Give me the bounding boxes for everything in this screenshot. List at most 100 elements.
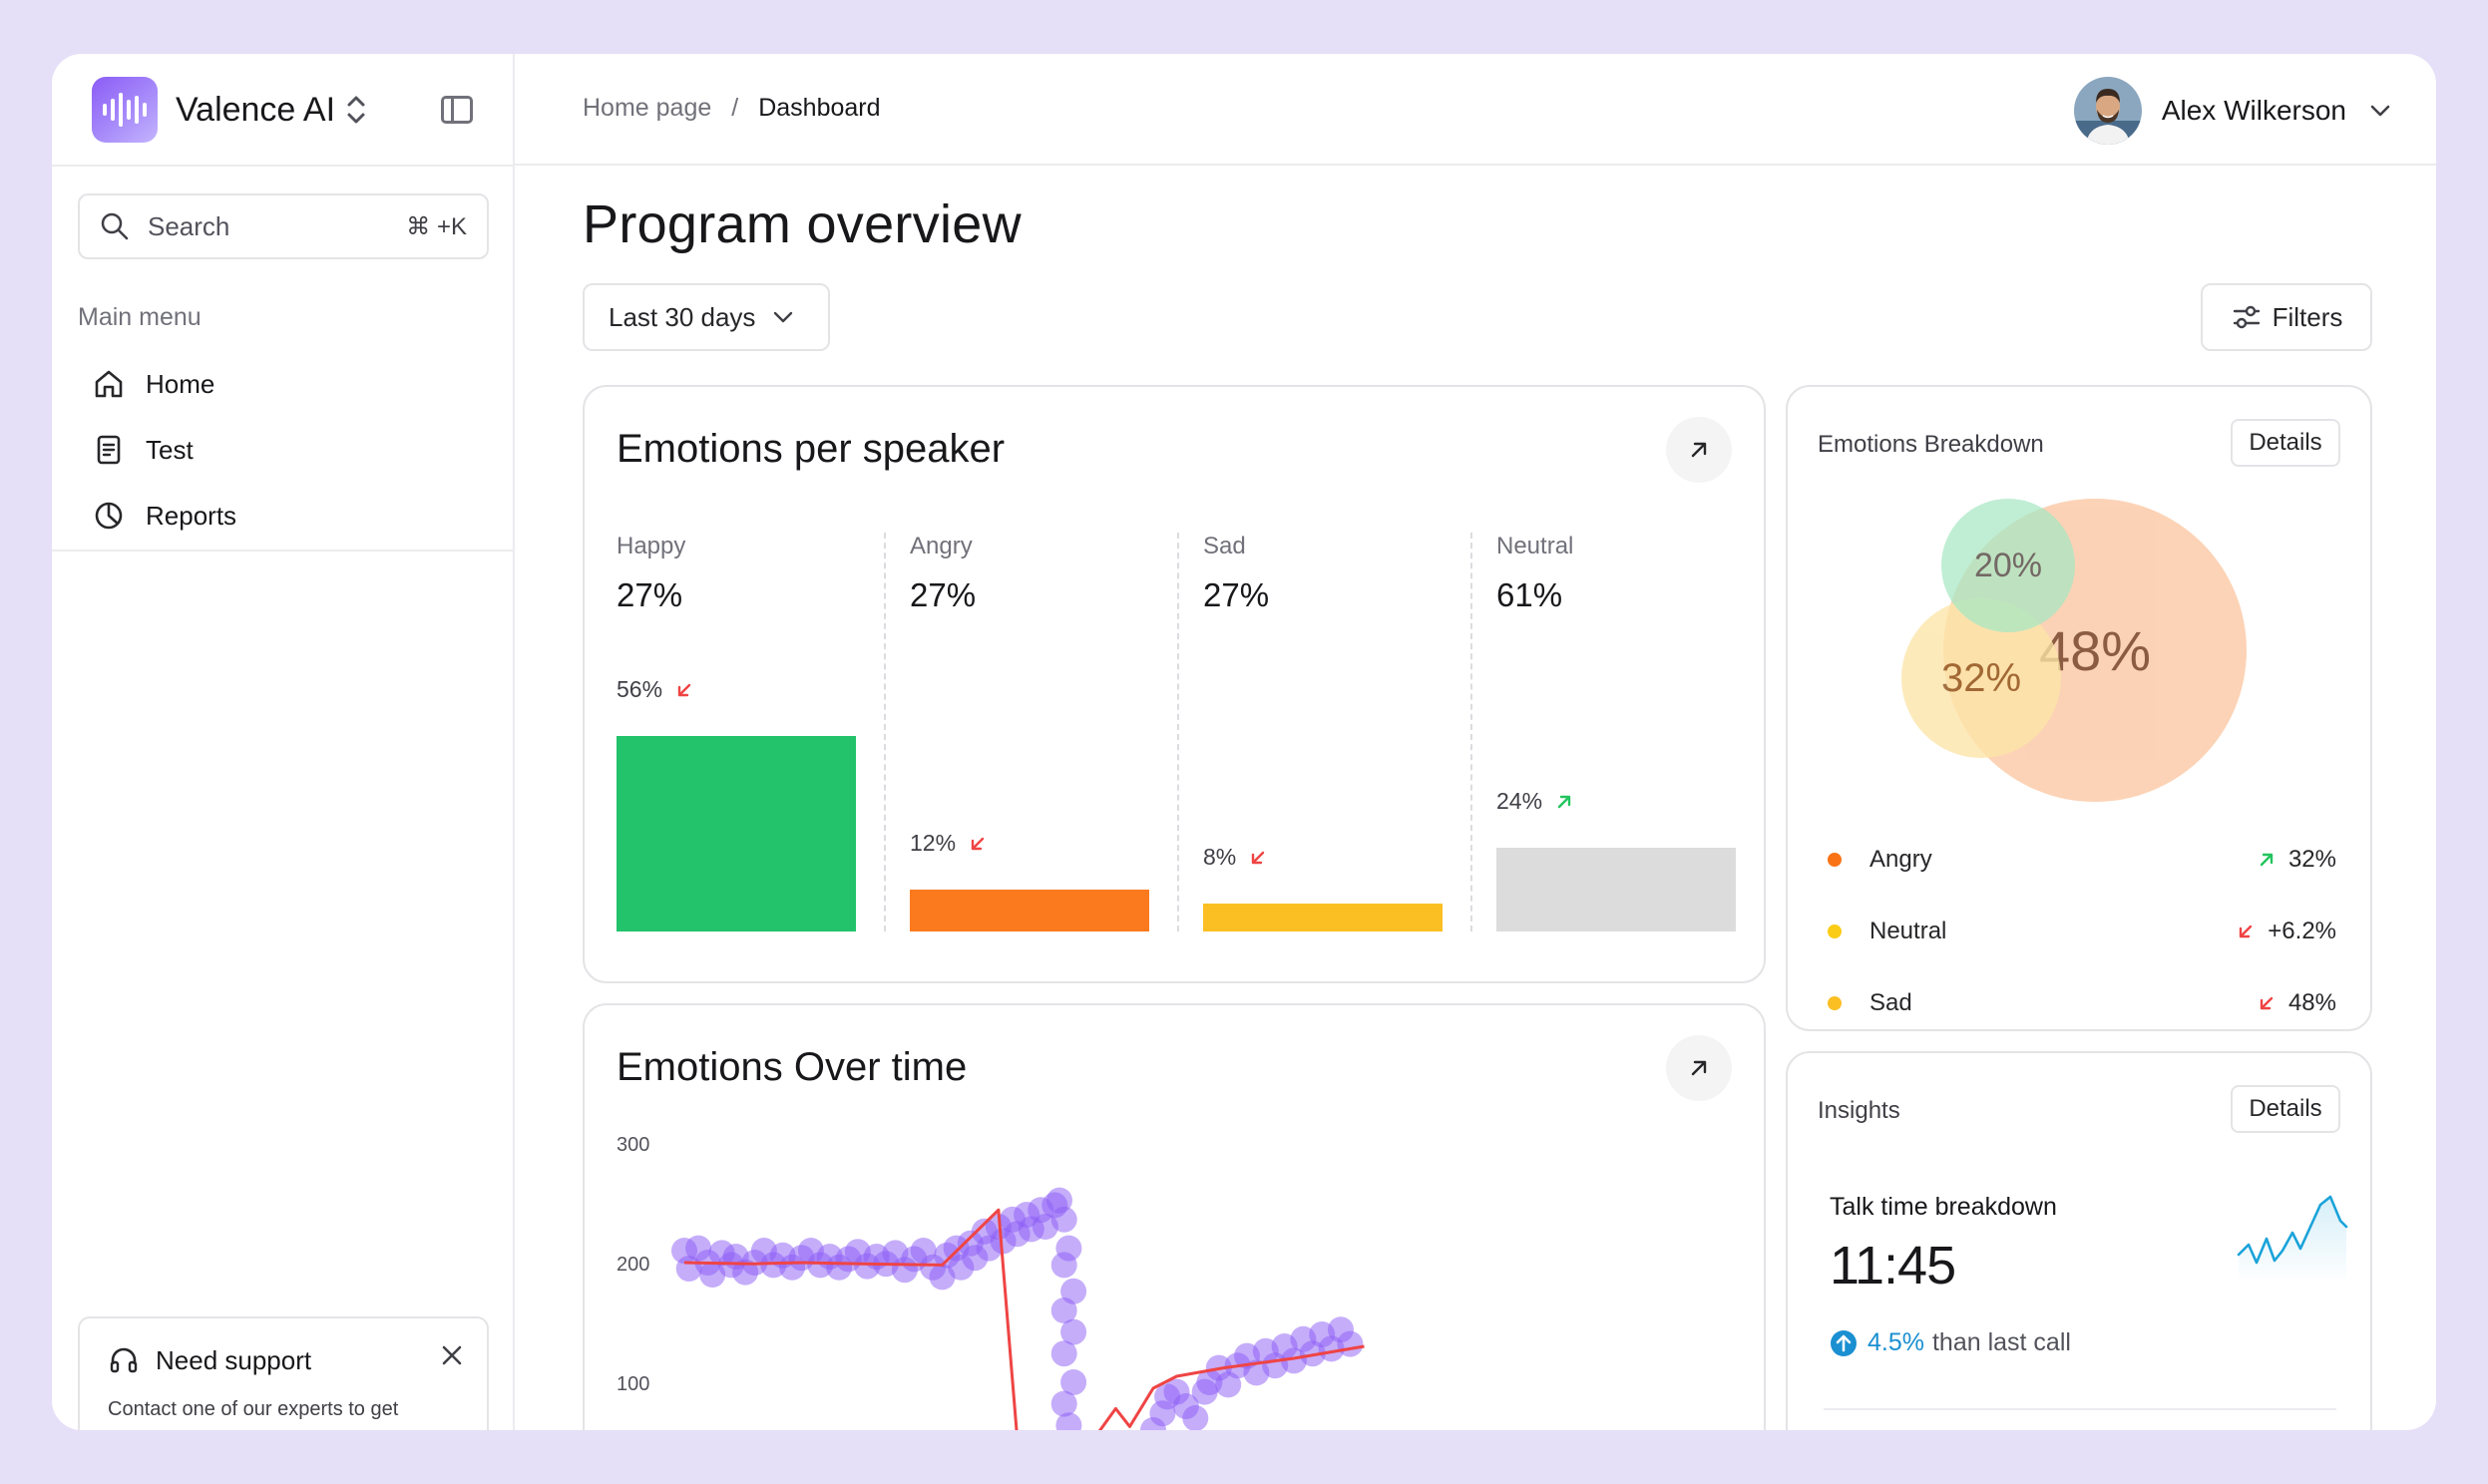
change-neutral: 24% [1496,788,1574,815]
arrow-down-left-icon [1252,851,1265,864]
insights-card: Insights Details Talk time breakdown 11:… [1786,1051,2372,1430]
arrow-down-left-icon [677,683,691,696]
y-tick-label: 200 [617,1254,649,1276]
change-angry: 12% [910,830,988,857]
emotions-per-speaker-card: Emotions per speaker Happy 27% Angry 27%… [583,385,1766,983]
header: Home page / Dashboard Alex Wilkerson [515,54,2436,166]
filters-label: Filters [2272,301,2343,332]
talk-time-value: 11:45 [1830,1236,1956,1296]
legend-value: +6.2% [2236,918,2336,945]
app-window: Valence AI Search ⌘ +K Main menu Home [52,54,2436,1430]
bar-sad [1203,904,1443,931]
card-title: Emotions Over time [617,1045,968,1089]
arrow-up-right-icon [1691,442,1707,458]
divider [52,550,515,552]
y-tick-label: 300 [617,1134,649,1156]
brand[interactable]: Valence AI [92,76,491,144]
scatter-point [1050,1298,1077,1323]
legend-dot [1828,996,1842,1010]
legend-name: Angry [1869,846,1932,873]
search-icon [101,212,129,240]
card-title: Insights [1818,1097,1900,1124]
breadcrumb-home[interactable]: Home page [583,94,712,122]
avatar [2073,77,2142,145]
scatter-points [671,1187,1364,1430]
breadcrumb-separator: / [731,94,739,122]
y-tick-label: 100 [617,1373,649,1395]
arrow-down-left-icon [2260,996,2274,1010]
sidebar-toggle-icon[interactable] [441,96,473,124]
trend-line [683,1208,1365,1430]
emotion-column-neutral: Neutral 61% [1496,533,1573,614]
sidebar-item-label: Test [146,434,194,465]
sidebar: Valence AI Search ⌘ +K Main menu Home [52,54,515,1430]
card-title: Emotions Breakdown [1818,431,2044,458]
support-text: Contact one of our experts to get [108,1398,399,1420]
expand-button[interactable] [1666,417,1732,483]
user-menu[interactable]: Alex Wilkerson [2073,76,2392,146]
scatter-point [1060,1318,1087,1345]
scatter-point [1050,1206,1077,1233]
scatter-point [1055,1412,1082,1430]
sidebar-item-home[interactable]: Home [92,359,214,409]
scatter-point [1215,1371,1242,1398]
bar-happy [617,736,856,931]
emotions-over-time-chart: 300 200 100 [617,1134,1365,1430]
arrow-up-right-icon [1557,795,1571,808]
legend-item-sad: Sad 48% [1828,983,2336,1023]
emotion-label: Happy [617,533,686,559]
emotion-column-sad: Sad 27% [1203,533,1269,614]
legend-item-angry: Angry 32% [1828,840,2336,880]
scatter-point [1050,1340,1077,1367]
column-divider [884,533,886,931]
date-range-value: Last 30 days [609,301,756,332]
emotions-over-time-card: Emotions Over time 300 200 100 [583,1003,1766,1430]
change-happy: 56% [617,676,694,703]
search-shortcut: ⌘ +K [406,212,467,240]
date-range-select[interactable]: Last 30 days [583,283,830,351]
emotion-value: 61% [1496,576,1563,613]
change-sad: 8% [1203,844,1268,871]
card-title: Emotions per speaker [617,427,1006,471]
close-icon[interactable] [439,1342,465,1368]
support-card: Need support Contact one of our experts … [78,1316,489,1430]
arrow-up-right-icon [2260,853,2274,867]
support-title: Need support [108,1344,459,1376]
emotion-value: 27% [1203,576,1270,613]
emotion-label: Sad [1203,533,1246,559]
chevron-down-icon [774,311,793,323]
sidebar-item-reports[interactable]: Reports [92,491,236,541]
search-input[interactable]: Search ⌘ +K [78,193,489,259]
bubble-20: 20% [1941,499,2075,632]
bar-neutral [1496,848,1736,931]
scatter-point [1050,1390,1077,1417]
sidebar-item-label: Reports [146,500,237,531]
scatter-point [1050,1252,1077,1279]
scatter-point [1182,1405,1209,1430]
sidebar-item-test[interactable]: Test [92,425,194,475]
pie-chart-icon [95,502,123,530]
emotions-breakdown-card: Emotions Breakdown Details 48% 32% 20% A… [1786,385,2372,1031]
column-divider [1177,533,1179,931]
talk-time-delta: 4.5% than last call [1830,1328,2071,1357]
details-button[interactable]: Details [2231,419,2340,467]
chevron-up-down-icon[interactable] [345,93,367,127]
headset-icon [110,1347,138,1373]
home-icon [95,370,123,398]
talk-time-label: Talk time breakdown [1830,1193,2057,1221]
legend-dot [1828,853,1842,867]
divider [1824,1408,2336,1410]
filters-button[interactable]: Filters [2201,283,2372,351]
breadcrumb-current: Dashboard [758,94,881,122]
expand-button[interactable] [1666,1035,1732,1101]
emotion-label: Neutral [1496,533,1574,559]
legend-item-neutral: Neutral +6.2% [1828,912,2336,951]
brand-name: Valence AI [176,90,336,129]
details-button[interactable]: Details [2231,1085,2340,1133]
document-icon [97,435,121,465]
emotion-value: 27% [617,576,683,613]
scatter-point [1337,1330,1364,1357]
arrow-down-left-icon [971,837,985,850]
arrow-up-right-icon [1691,1060,1707,1076]
sidebar-item-label: Home [146,368,215,399]
